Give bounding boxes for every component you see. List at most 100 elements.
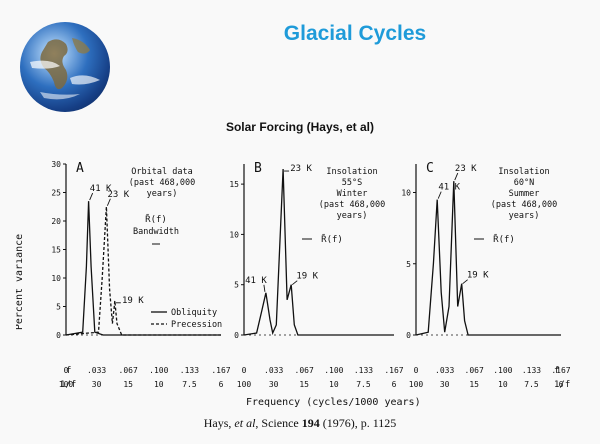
annotation-C: years) bbox=[509, 211, 540, 221]
y-axis-label: Percent variance bbox=[16, 234, 25, 330]
y-tick-label-C: 0 bbox=[406, 331, 411, 340]
y-tick-label-A: 10 bbox=[51, 274, 61, 283]
inv-tick-label-A: 30 bbox=[92, 380, 102, 389]
f-tick-label-C: .133 bbox=[522, 366, 541, 375]
peak-label-B: 19 K bbox=[296, 272, 318, 282]
citation-etal: et al bbox=[234, 416, 255, 430]
f-tick-label-B: .100 bbox=[324, 366, 343, 375]
series-curve-B-0 bbox=[244, 169, 394, 335]
peak-label-A: 23 K bbox=[108, 190, 130, 200]
f-tick-label-C: .167 bbox=[551, 366, 570, 375]
y-tick-label-A: 30 bbox=[51, 160, 61, 169]
inv-tick-label-A: 10 bbox=[154, 380, 164, 389]
f-tick-label-C: .067 bbox=[465, 366, 484, 375]
inv-tick-label-A: 15 bbox=[123, 380, 133, 389]
inv-tick-label-B: 7.5 bbox=[356, 380, 371, 389]
peak-label-C: 23 K bbox=[455, 164, 477, 174]
inv-tick-label-A: 6 bbox=[219, 380, 224, 389]
peak-label-C: 19 K bbox=[467, 271, 489, 281]
citation-rest: (1976), p. 1125 bbox=[320, 416, 397, 430]
annotation-B: Insolation bbox=[326, 167, 377, 177]
annotation-B: 55°S bbox=[342, 178, 362, 188]
peak-label-B: 23 K bbox=[290, 164, 312, 174]
inv-tick-label-B: 15 bbox=[299, 380, 309, 389]
citation-volume: 194 bbox=[302, 416, 320, 430]
annotation-C: Summer bbox=[509, 189, 540, 199]
peak-arrow-C bbox=[455, 173, 458, 180]
y-tick-label-A: 20 bbox=[51, 217, 61, 226]
annotation-B: Winter bbox=[337, 189, 368, 199]
r-label-B: R̄(f) bbox=[321, 233, 343, 245]
f-tick-label-C: .033 bbox=[435, 366, 454, 375]
inv-tick-label-A: 100 bbox=[59, 380, 74, 389]
bandwidth-label-A: Bandwidth bbox=[133, 227, 179, 237]
peak-label-A: 19 K bbox=[122, 296, 144, 306]
peak-arrow-A bbox=[107, 199, 110, 206]
peak-label-C: 41 K bbox=[438, 183, 460, 193]
y-tick-label-A: 0 bbox=[56, 331, 61, 340]
citation: Hays, et al, Science 194 (1976), p. 1125 bbox=[0, 416, 600, 431]
annotation-A: (past 468,000 bbox=[129, 178, 196, 188]
panel-letter-C: C bbox=[426, 161, 434, 176]
slide-title: Glacial Cycles bbox=[240, 22, 470, 46]
f-tick-label-A: .100 bbox=[149, 366, 168, 375]
figure-subtitle: Solar Forcing (Hays, et al) bbox=[0, 120, 600, 134]
panel-letter-B: B bbox=[254, 161, 262, 176]
inv-tick-label-C: 10 bbox=[498, 380, 508, 389]
spectra-svg: Percent variance f 1/f f 1/f Frequency (… bbox=[16, 152, 576, 424]
f-tick-label-A: .067 bbox=[119, 366, 138, 375]
legend-label-precession: Precession bbox=[171, 320, 222, 330]
citation-journal: , Science bbox=[255, 416, 301, 430]
f-tick-label-B: .033 bbox=[264, 366, 283, 375]
f-tick-label-A: .167 bbox=[211, 366, 230, 375]
peak-arrow-B bbox=[264, 285, 265, 292]
f-tick-label-B: .167 bbox=[384, 366, 403, 375]
f-tick-label-A: .033 bbox=[87, 366, 106, 375]
f-tick-label-C: 0 bbox=[414, 366, 419, 375]
y-tick-label-B: 15 bbox=[229, 180, 239, 189]
f-tick-label-A: 0 bbox=[64, 366, 69, 375]
f-tick-label-B: .133 bbox=[354, 366, 373, 375]
r-label-C: R̄(f) bbox=[493, 233, 515, 245]
annotation-C: (past 468,000 bbox=[491, 200, 558, 210]
inv-tick-label-B: 6 bbox=[392, 380, 397, 389]
f-tick-label-B: 0 bbox=[242, 366, 247, 375]
f-tick-label-A: .133 bbox=[180, 366, 199, 375]
inv-tick-label-B: 30 bbox=[269, 380, 279, 389]
inv-tick-label-C: 7.5 bbox=[524, 380, 539, 389]
peak-arrow-C bbox=[438, 192, 441, 199]
y-tick-label-A: 25 bbox=[51, 189, 61, 198]
inv-tick-label-C: 100 bbox=[409, 380, 424, 389]
panel-letter-A: A bbox=[76, 161, 84, 176]
f-tick-label-B: .067 bbox=[295, 366, 314, 375]
y-tick-label-B: 0 bbox=[234, 331, 239, 340]
annotation-A: years) bbox=[147, 189, 178, 199]
r-label-A: R̄(f) bbox=[145, 213, 167, 225]
inv-tick-label-B: 100 bbox=[237, 380, 252, 389]
y-tick-label-C: 10 bbox=[401, 189, 411, 198]
y-tick-label-B: 10 bbox=[229, 230, 239, 239]
annotation-C: Insolation bbox=[498, 167, 549, 177]
annotation-A: Orbital data bbox=[131, 167, 192, 177]
peak-label-B: 41 K bbox=[245, 276, 267, 286]
y-tick-label-A: 5 bbox=[56, 303, 61, 312]
f-tick-label-C: .100 bbox=[493, 366, 512, 375]
annotation-B: (past 468,000 bbox=[319, 200, 386, 210]
inv-tick-label-C: 15 bbox=[469, 380, 479, 389]
inv-tick-label-B: 10 bbox=[329, 380, 339, 389]
y-tick-label-A: 15 bbox=[51, 246, 61, 255]
annotation-B: years) bbox=[337, 211, 368, 221]
peak-arrow-A bbox=[90, 193, 93, 200]
x-axis-label: Frequency (cycles/1000 years) bbox=[246, 397, 421, 408]
y-tick-label-C: 5 bbox=[406, 260, 411, 269]
annotation-C: 60°N bbox=[514, 178, 534, 188]
earth-globe-image bbox=[20, 22, 110, 112]
legend-label-obliquity: Obliquity bbox=[171, 308, 217, 318]
y-tick-label-B: 5 bbox=[234, 281, 239, 290]
inv-tick-label-C: 30 bbox=[440, 380, 450, 389]
inv-tick-label-C: 6 bbox=[559, 380, 564, 389]
spectral-figure: Percent variance f 1/f f 1/f Frequency (… bbox=[16, 152, 576, 424]
citation-prefix: Hays, bbox=[204, 416, 235, 430]
inv-tick-label-A: 7.5 bbox=[182, 380, 197, 389]
